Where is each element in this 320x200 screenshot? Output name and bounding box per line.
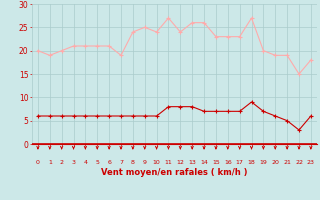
X-axis label: Vent moyen/en rafales ( km/h ): Vent moyen/en rafales ( km/h ) [101, 168, 248, 177]
